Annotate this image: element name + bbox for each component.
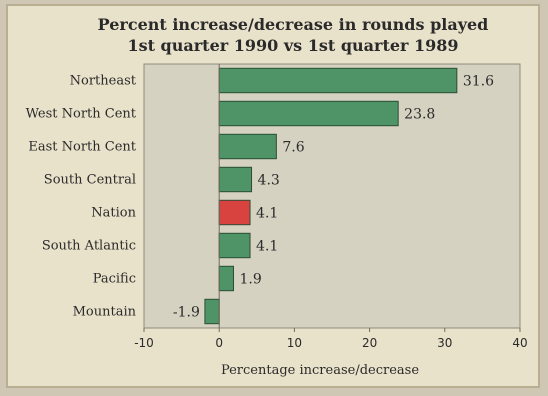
- category-label: West North Cent: [26, 107, 137, 122]
- data-label: 1.9: [239, 272, 261, 288]
- bar: [218, 100, 399, 127]
- x-tick-label: 20: [362, 336, 377, 350]
- category-label: Mountain: [73, 305, 137, 320]
- bar: [218, 265, 234, 292]
- x-tick-label: 10: [287, 336, 302, 350]
- x-tick-label: 40: [512, 336, 527, 350]
- category-label: Northeast: [70, 74, 137, 89]
- category-label: Pacific: [93, 272, 136, 287]
- data-label: 31.6: [463, 74, 494, 90]
- data-label: 7.6: [282, 140, 304, 156]
- x-tick-label: 30: [437, 336, 452, 350]
- data-label: 4.1: [256, 206, 278, 222]
- category-label: Nation: [91, 206, 136, 221]
- category-label: East North Cent: [28, 140, 136, 155]
- chart-title-line-1: Percent increase/decrease in rounds play…: [98, 15, 489, 34]
- bar-chart: Percent increase/decrease in rounds play…: [26, 15, 528, 378]
- bar: [218, 232, 251, 259]
- category-label: South Atlantic: [42, 239, 136, 254]
- x-axis: -10 0 10 20 30 40: [134, 64, 528, 350]
- chart-frame: Percent increase/decrease in rounds play…: [6, 4, 540, 388]
- x-tick-label: 0: [215, 336, 223, 350]
- bar: [218, 67, 458, 94]
- chart-title-line-2: 1st quarter 1990 vs 1st quarter 1989: [127, 36, 458, 55]
- x-axis-title: Percentage increase/decrease: [221, 363, 419, 378]
- bar: [218, 133, 277, 160]
- data-label: 4.1: [256, 239, 278, 255]
- category-label: South Central: [44, 173, 136, 188]
- data-label: -1.9: [173, 305, 200, 321]
- bar: [218, 166, 253, 193]
- bar: [218, 199, 251, 226]
- data-label: 23.8: [404, 107, 435, 123]
- bar: [204, 298, 220, 325]
- x-tick-label: -10: [134, 336, 154, 350]
- data-label: 4.3: [258, 173, 280, 189]
